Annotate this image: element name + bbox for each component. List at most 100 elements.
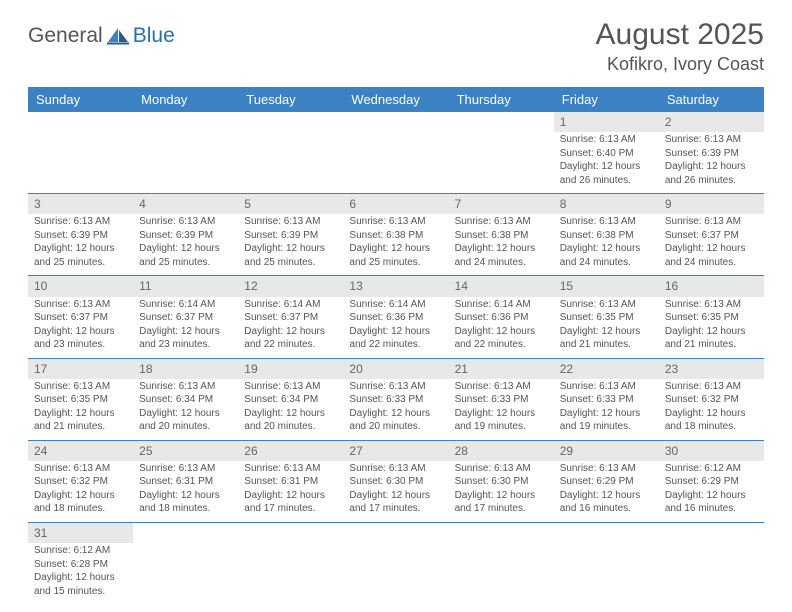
- day-number-cell: 26: [238, 440, 343, 461]
- day-number-cell: [133, 522, 238, 543]
- day-detail-cell: Sunrise: 6:13 AMSunset: 6:34 PMDaylight:…: [133, 379, 238, 441]
- month-title: August 2025: [596, 18, 764, 52]
- daylight-line: Daylight: 12 hours and 21 minutes.: [560, 325, 653, 352]
- sunset-line: Sunset: 6:31 PM: [139, 475, 232, 489]
- sunrise-line: Sunrise: 6:13 AM: [560, 298, 653, 312]
- sunset-line: Sunset: 6:29 PM: [665, 475, 758, 489]
- sunrise-line: Sunrise: 6:12 AM: [34, 544, 127, 558]
- day-number-cell: [238, 112, 343, 132]
- daylight-line: Daylight: 12 hours and 19 minutes.: [560, 407, 653, 434]
- detail-row: Sunrise: 6:13 AMSunset: 6:39 PMDaylight:…: [28, 214, 764, 276]
- sunset-line: Sunset: 6:36 PM: [455, 311, 548, 325]
- daylight-line: Daylight: 12 hours and 23 minutes.: [34, 325, 127, 352]
- day-detail-cell: Sunrise: 6:12 AMSunset: 6:28 PMDaylight:…: [28, 543, 133, 604]
- sunset-line: Sunset: 6:31 PM: [244, 475, 337, 489]
- day-detail-cell: Sunrise: 6:13 AMSunset: 6:30 PMDaylight:…: [343, 461, 448, 523]
- daynum-row: 24252627282930: [28, 440, 764, 461]
- day-detail-cell: Sunrise: 6:13 AMSunset: 6:35 PMDaylight:…: [659, 297, 764, 359]
- daylight-line: Daylight: 12 hours and 17 minutes.: [455, 489, 548, 516]
- day-number-cell: [449, 522, 554, 543]
- day-detail-cell: Sunrise: 6:13 AMSunset: 6:33 PMDaylight:…: [343, 379, 448, 441]
- weekday-header: Wednesday: [343, 87, 448, 112]
- daylight-line: Daylight: 12 hours and 16 minutes.: [560, 489, 653, 516]
- day-detail-cell: Sunrise: 6:13 AMSunset: 6:40 PMDaylight:…: [554, 132, 659, 194]
- daylight-line: Daylight: 12 hours and 20 minutes.: [244, 407, 337, 434]
- location: Kofikro, Ivory Coast: [596, 54, 764, 75]
- daylight-line: Daylight: 12 hours and 17 minutes.: [244, 489, 337, 516]
- sunrise-line: Sunrise: 6:13 AM: [455, 215, 548, 229]
- daynum-row: 10111213141516: [28, 276, 764, 297]
- sunset-line: Sunset: 6:39 PM: [244, 229, 337, 243]
- detail-row: Sunrise: 6:13 AMSunset: 6:35 PMDaylight:…: [28, 379, 764, 441]
- day-number-cell: [238, 522, 343, 543]
- sunrise-line: Sunrise: 6:12 AM: [665, 462, 758, 476]
- day-detail-cell: [343, 132, 448, 194]
- daylight-line: Daylight: 12 hours and 20 minutes.: [349, 407, 442, 434]
- sunrise-line: Sunrise: 6:13 AM: [665, 133, 758, 147]
- day-detail-cell: Sunrise: 6:13 AMSunset: 6:39 PMDaylight:…: [28, 214, 133, 276]
- day-detail-cell: Sunrise: 6:14 AMSunset: 6:36 PMDaylight:…: [449, 297, 554, 359]
- day-number-cell: [133, 112, 238, 132]
- day-detail-cell: Sunrise: 6:14 AMSunset: 6:37 PMDaylight:…: [133, 297, 238, 359]
- detail-row: Sunrise: 6:13 AMSunset: 6:40 PMDaylight:…: [28, 132, 764, 194]
- day-number-cell: [343, 112, 448, 132]
- sunrise-line: Sunrise: 6:14 AM: [244, 298, 337, 312]
- day-detail-cell: Sunrise: 6:13 AMSunset: 6:38 PMDaylight:…: [343, 214, 448, 276]
- daylight-line: Daylight: 12 hours and 25 minutes.: [139, 242, 232, 269]
- day-number-cell: [28, 112, 133, 132]
- daynum-row: 31: [28, 522, 764, 543]
- sunset-line: Sunset: 6:37 PM: [34, 311, 127, 325]
- day-detail-cell: Sunrise: 6:13 AMSunset: 6:33 PMDaylight:…: [449, 379, 554, 441]
- sunrise-line: Sunrise: 6:13 AM: [665, 215, 758, 229]
- day-number-cell: 29: [554, 440, 659, 461]
- day-detail-cell: [343, 543, 448, 604]
- daylight-line: Daylight: 12 hours and 18 minutes.: [34, 489, 127, 516]
- day-number-cell: 28: [449, 440, 554, 461]
- day-detail-cell: Sunrise: 6:13 AMSunset: 6:31 PMDaylight:…: [238, 461, 343, 523]
- day-detail-cell: Sunrise: 6:14 AMSunset: 6:36 PMDaylight:…: [343, 297, 448, 359]
- weekday-header: Monday: [133, 87, 238, 112]
- sunrise-line: Sunrise: 6:13 AM: [34, 462, 127, 476]
- daylight-line: Daylight: 12 hours and 22 minutes.: [349, 325, 442, 352]
- sunset-line: Sunset: 6:38 PM: [455, 229, 548, 243]
- day-number-cell: 18: [133, 358, 238, 379]
- calendar-body: 12Sunrise: 6:13 AMSunset: 6:40 PMDayligh…: [28, 112, 764, 604]
- daylight-line: Daylight: 12 hours and 25 minutes.: [349, 242, 442, 269]
- day-number-cell: 14: [449, 276, 554, 297]
- weekday-header: Saturday: [659, 87, 764, 112]
- day-detail-cell: Sunrise: 6:13 AMSunset: 6:31 PMDaylight:…: [133, 461, 238, 523]
- sunset-line: Sunset: 6:28 PM: [34, 558, 127, 572]
- daylight-line: Daylight: 12 hours and 18 minutes.: [665, 407, 758, 434]
- day-number-cell: 15: [554, 276, 659, 297]
- calendar-table: SundayMondayTuesdayWednesdayThursdayFrid…: [28, 87, 764, 604]
- day-number-cell: 6: [343, 194, 448, 215]
- title-block: August 2025 Kofikro, Ivory Coast: [596, 18, 764, 75]
- day-detail-cell: Sunrise: 6:13 AMSunset: 6:37 PMDaylight:…: [659, 214, 764, 276]
- daylight-line: Daylight: 12 hours and 17 minutes.: [349, 489, 442, 516]
- sunrise-line: Sunrise: 6:13 AM: [34, 215, 127, 229]
- day-number-cell: 17: [28, 358, 133, 379]
- detail-row: Sunrise: 6:12 AMSunset: 6:28 PMDaylight:…: [28, 543, 764, 604]
- sunset-line: Sunset: 6:32 PM: [34, 475, 127, 489]
- sunset-line: Sunset: 6:37 PM: [244, 311, 337, 325]
- day-detail-cell: Sunrise: 6:13 AMSunset: 6:32 PMDaylight:…: [28, 461, 133, 523]
- day-number-cell: 25: [133, 440, 238, 461]
- daynum-row: 17181920212223: [28, 358, 764, 379]
- daylight-line: Daylight: 12 hours and 24 minutes.: [560, 242, 653, 269]
- day-number-cell: 24: [28, 440, 133, 461]
- header: General Blue August 2025 Kofikro, Ivory …: [0, 0, 792, 81]
- sunrise-line: Sunrise: 6:13 AM: [244, 215, 337, 229]
- sunrise-line: Sunrise: 6:13 AM: [665, 298, 758, 312]
- day-number-cell: 7: [449, 194, 554, 215]
- day-number-cell: 23: [659, 358, 764, 379]
- day-number-cell: 13: [343, 276, 448, 297]
- daylight-line: Daylight: 12 hours and 26 minutes.: [665, 160, 758, 187]
- sunrise-line: Sunrise: 6:13 AM: [34, 380, 127, 394]
- day-detail-cell: [449, 132, 554, 194]
- day-number-cell: 21: [449, 358, 554, 379]
- sunrise-line: Sunrise: 6:13 AM: [244, 380, 337, 394]
- sunrise-line: Sunrise: 6:13 AM: [139, 215, 232, 229]
- day-number-cell: 19: [238, 358, 343, 379]
- sunrise-line: Sunrise: 6:13 AM: [560, 133, 653, 147]
- day-detail-cell: Sunrise: 6:14 AMSunset: 6:37 PMDaylight:…: [238, 297, 343, 359]
